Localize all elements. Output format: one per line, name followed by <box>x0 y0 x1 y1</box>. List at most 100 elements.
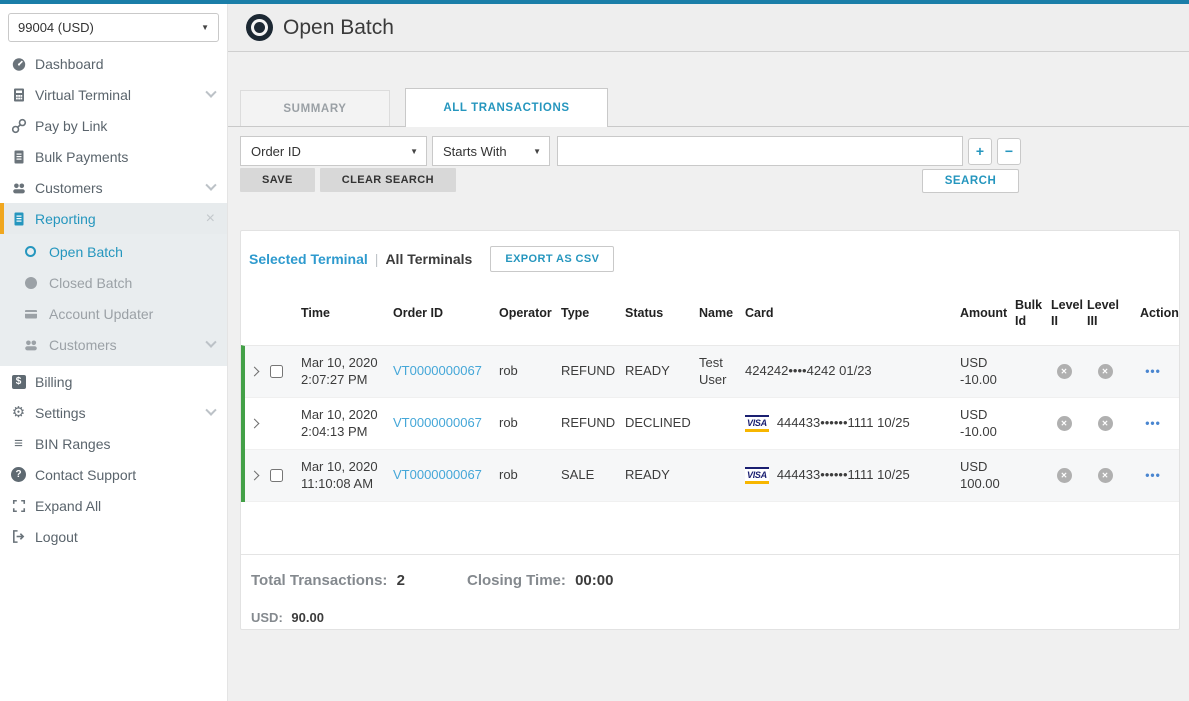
sidebar-item-label: Logout <box>35 528 78 545</box>
all-terminals-link[interactable]: All Terminals <box>385 251 473 267</box>
chevron-down-icon <box>205 404 217 416</box>
closing-time-label: Closing Time: <box>467 572 566 590</box>
people-icon <box>22 337 39 353</box>
cell-card: VISA 444433••••••1111 10/25 <box>745 415 910 433</box>
tab-label: ALL TRANSACTIONS <box>443 102 570 114</box>
sidebar-item-customers-sub[interactable]: Customers <box>0 329 227 360</box>
sidebar-item-bulk-payments[interactable]: Bulk Payments <box>0 141 227 172</box>
search-field-select[interactable]: Order ID ▼ <box>240 136 427 166</box>
search-button[interactable]: SEARCH <box>922 169 1019 193</box>
cell-name: Test User <box>699 354 727 387</box>
total-transactions-label: Total Transactions: <box>251 572 388 590</box>
sidebar-item-closed-batch[interactable]: Closed Batch <box>0 267 227 298</box>
cell-status: READY <box>625 467 670 483</box>
table-rows: Mar 10, 2020 2:07:27 PM VT0000000067 rob … <box>241 345 1179 503</box>
level-ii-not-set-icon: ✕ <box>1056 416 1072 432</box>
expand-icon <box>10 499 27 513</box>
sidebar-item-expand-all[interactable]: Expand All <box>0 490 227 521</box>
card-icon <box>22 306 39 322</box>
cell-operator: rob <box>499 415 518 431</box>
sidebar-item-customers[interactable]: Customers <box>0 172 227 203</box>
cell-type: REFUND <box>561 415 616 431</box>
tab-all-transactions[interactable]: ALL TRANSACTIONS <box>405 88 608 127</box>
col-level-iii: Level III <box>1087 298 1119 328</box>
search-operator-value: Starts With <box>443 143 507 159</box>
order-id-link[interactable]: VT0000000067 <box>393 467 482 483</box>
billing-icon: $ <box>10 374 27 389</box>
col-amount: Amount <box>960 305 1008 320</box>
total-transactions-value: 2 <box>396 572 405 590</box>
level-ii-not-set-icon: ✕ <box>1056 364 1072 380</box>
sidebar-item-virtual-terminal[interactable]: Virtual Terminal <box>0 79 227 110</box>
virtual-terminal-icon <box>10 87 27 103</box>
level-iii-not-set-icon: ✕ <box>1097 468 1113 484</box>
sidebar-item-contact-support[interactable]: ? Contact Support <box>0 459 227 490</box>
add-criteria-button[interactable]: + <box>968 137 992 165</box>
search-operator-select[interactable]: Starts With ▼ <box>432 136 550 166</box>
col-time: Time <box>301 305 330 320</box>
table-row: Mar 10, 2020 2:04:13 PM VT0000000067 rob … <box>245 398 1179 451</box>
sidebar-item-account-updater[interactable]: Account Updater <box>0 298 227 329</box>
gear-icon: ⚙ <box>11 404 26 421</box>
account-selector[interactable]: 99004 (USD) ▼ <box>8 13 219 42</box>
col-order-id: Order ID <box>393 305 444 320</box>
expand-row-icon[interactable] <box>249 366 259 377</box>
row-actions-menu[interactable]: ••• <box>1145 415 1161 430</box>
sidebar-item-pay-by-link[interactable]: Pay by Link <box>0 110 227 141</box>
sidebar-item-open-batch[interactable]: Open Batch <box>0 236 227 267</box>
sidebar-item-settings[interactable]: ⚙ Settings <box>0 397 227 428</box>
level-ii-not-set-icon: ✕ <box>1056 468 1072 484</box>
open-batch-icon <box>22 246 39 257</box>
cell-card: VISA 444433••••••1111 10/25 <box>745 467 910 485</box>
row-actions-menu[interactable]: ••• <box>1145 363 1161 378</box>
cell-amount: USD -10.00 <box>960 406 997 439</box>
selected-terminal-link[interactable]: Selected Terminal <box>249 251 368 267</box>
table-header: Time Order ID Operator Type Status Name … <box>241 284 1179 345</box>
level-iii-not-set-icon: ✕ <box>1097 364 1113 380</box>
level-iii-not-set-icon: ✕ <box>1097 416 1113 432</box>
reporting-submenu: Open Batch Closed Batch Account Updater … <box>0 234 227 366</box>
export-csv-button[interactable]: EXPORT AS CSV <box>490 246 615 272</box>
sidebar-item-label: Open Batch <box>49 243 123 260</box>
sidebar-item-bin-ranges[interactable]: ≡ BIN Ranges <box>0 428 227 459</box>
row-checkbox[interactable] <box>269 365 283 379</box>
list-icon: ≡ <box>14 435 23 452</box>
col-operator: Operator <box>499 305 552 320</box>
page-title: Open Batch <box>283 15 394 39</box>
search-term-input[interactable] <box>557 136 963 166</box>
tab-summary[interactable]: SUMMARY <box>240 90 390 126</box>
tab-label: SUMMARY <box>283 102 347 115</box>
cell-card: 424242••••4242 01/23 <box>745 363 872 379</box>
closing-time-value: 00:00 <box>575 572 614 590</box>
clear-search-button[interactable]: CLEAR SEARCH <box>319 168 456 192</box>
sidebar-item-label: BIN Ranges <box>35 435 111 452</box>
top-accent-bar <box>0 0 1189 4</box>
sidebar-item-label: Virtual Terminal <box>35 86 131 103</box>
batch-summary-footer: Total Transactions: 2 Closing Time: 00:0… <box>241 554 1179 625</box>
row-actions-menu[interactable]: ••• <box>1145 467 1161 482</box>
sidebar-item-label: Contact Support <box>35 466 137 483</box>
visa-icon: VISA <box>745 415 769 433</box>
sidebar-item-reporting[interactable]: Reporting × <box>0 203 227 234</box>
page-header: Open Batch <box>228 4 1189 52</box>
order-id-link[interactable]: VT0000000067 <box>393 363 482 379</box>
sidebar-item-billing[interactable]: $ Billing <box>0 366 227 397</box>
close-icon[interactable]: × <box>205 209 215 227</box>
col-status: Status <box>625 305 664 320</box>
expand-row-icon[interactable] <box>249 470 259 481</box>
chevron-down-icon <box>205 86 217 98</box>
sidebar-item-dashboard[interactable]: Dashboard <box>0 48 227 79</box>
row-checkbox[interactable] <box>269 469 283 483</box>
expand-row-icon[interactable] <box>249 418 259 429</box>
visa-icon: VISA <box>745 467 769 485</box>
remove-criteria-button[interactable]: − <box>997 137 1021 165</box>
sidebar-item-logout[interactable]: Logout <box>0 521 227 552</box>
table-row: Mar 10, 2020 2:07:27 PM VT0000000067 rob … <box>245 346 1179 399</box>
order-id-link[interactable]: VT0000000067 <box>393 415 482 431</box>
col-level-ii: Level II <box>1051 298 1083 328</box>
sidebar-item-label: Closed Batch <box>49 274 133 291</box>
cell-operator: rob <box>499 467 518 483</box>
tabbar-divider <box>228 126 1189 127</box>
save-button[interactable]: SAVE <box>240 168 315 192</box>
cell-time: Mar 10, 2020 11:10:08 AM <box>301 458 378 491</box>
